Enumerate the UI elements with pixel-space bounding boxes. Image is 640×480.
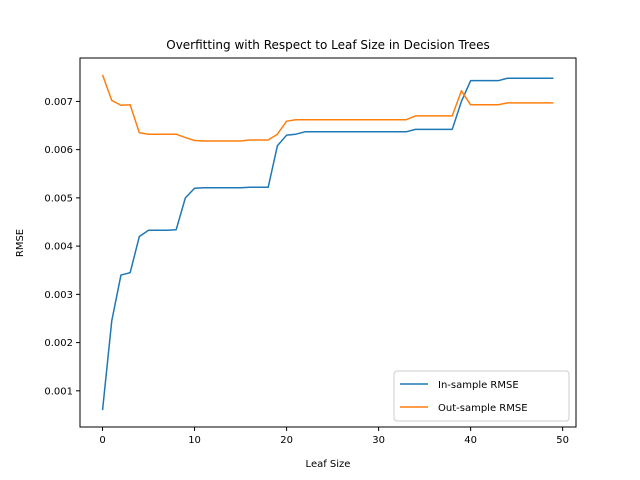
chart-title: Overfitting with Respect to Leaf Size in… bbox=[166, 38, 490, 52]
y-tick-label: 0.004 bbox=[44, 242, 73, 253]
series-line-1 bbox=[101, 74, 554, 142]
y-tick-label: 0.003 bbox=[44, 290, 73, 301]
series-line-0 bbox=[101, 77, 554, 411]
y-tick-label: 0.007 bbox=[44, 97, 73, 108]
x-tick-label: 10 bbox=[188, 435, 201, 446]
y-axis-label: RMSE bbox=[15, 229, 26, 257]
y-tick-label: 0.001 bbox=[44, 386, 73, 397]
x-tick-label: 20 bbox=[280, 435, 293, 446]
y-tick-label: 0.002 bbox=[44, 338, 73, 349]
legend: In-sample RMSE Out-sample RMSE bbox=[393, 370, 570, 422]
x-axis-ticks: 0 10 20 30 40 50 bbox=[99, 427, 569, 446]
x-axis-label: Leaf Size bbox=[306, 459, 351, 470]
legend-label-in-sample: In-sample RMSE bbox=[438, 380, 519, 391]
legend-box bbox=[393, 370, 570, 422]
x-tick-label: 40 bbox=[464, 435, 477, 446]
x-tick-label: 0 bbox=[99, 435, 105, 446]
x-tick-label: 30 bbox=[372, 435, 385, 446]
legend-label-out-sample: Out-sample RMSE bbox=[438, 403, 528, 414]
y-axis-ticks: 0.001 0.002 0.003 0.004 0.005 0.006 0.007 bbox=[44, 97, 80, 397]
x-tick-label: 50 bbox=[556, 435, 569, 446]
y-tick-label: 0.005 bbox=[44, 193, 73, 204]
plot-frame bbox=[79, 57, 577, 428]
y-tick-label: 0.006 bbox=[44, 145, 73, 156]
plot-lines bbox=[101, 74, 554, 411]
